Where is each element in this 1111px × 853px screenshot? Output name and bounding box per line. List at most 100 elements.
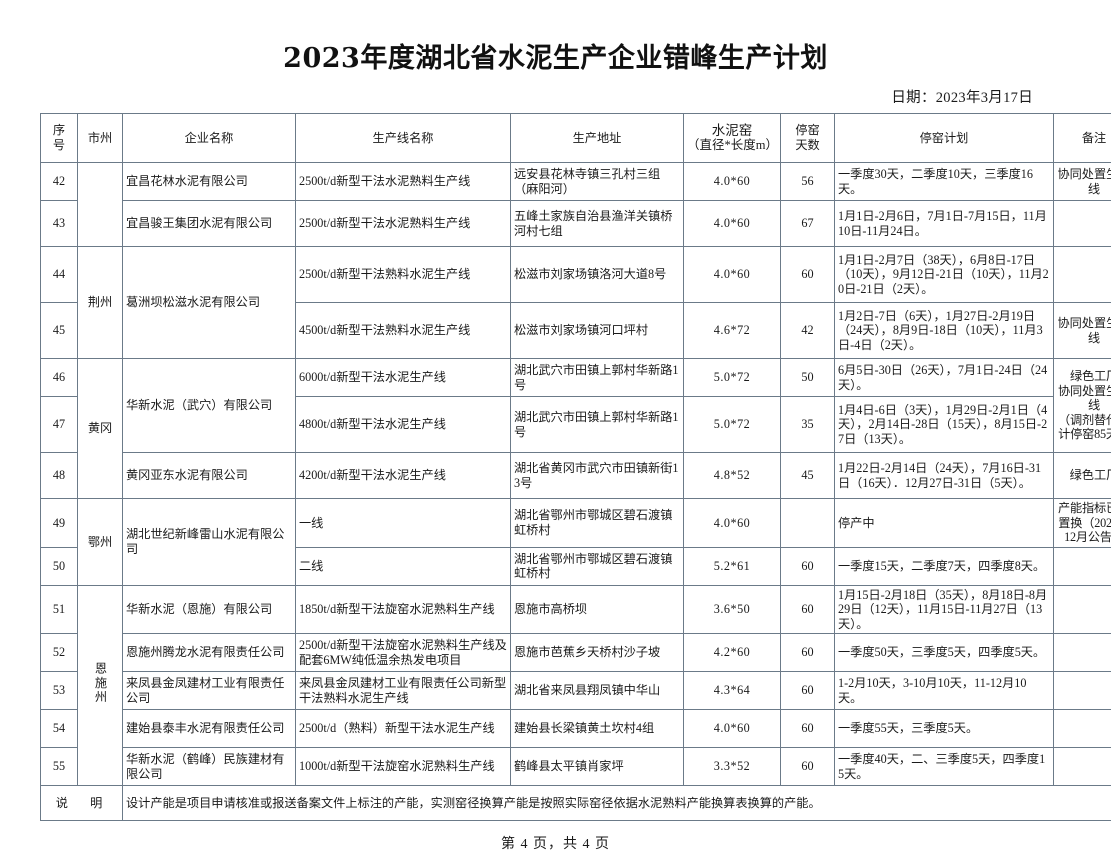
- cell-days: 60: [781, 634, 835, 672]
- cell-shutdown-plan: 一季度50天，三季度5天，四季度5天。: [835, 634, 1054, 672]
- cell-production-line: 来凤县金凤建材工业有限责任公司新型干法熟料水泥生产线: [296, 672, 511, 710]
- cell-kiln: 4.0*60: [684, 163, 781, 201]
- cell-address: 松滋市刘家场镇河口坪村: [511, 303, 684, 359]
- cell-production-line: 4800t/d新型干法水泥生产线: [296, 397, 511, 453]
- page-number-footer: 第 4 页，共 4 页: [40, 821, 1071, 853]
- cell-shutdown-plan: 一季度15天，二季度7天，四季度8天。: [835, 547, 1054, 585]
- cell-address: 湖北武穴市田镇上郭村华新路1号: [511, 397, 684, 453]
- cell-address: 远安县花林寺镇三孔村三组（麻阳河）: [511, 163, 684, 201]
- cell-address: 湖北省黄冈市武穴市田镇新街13号: [511, 453, 684, 499]
- cell-enterprise: 华新水泥（武穴）有限公司: [123, 359, 296, 453]
- column-header-no-line2: 号: [44, 138, 74, 153]
- cell-kiln: 5.0*72: [684, 397, 781, 453]
- cell-address: 湖北省鄂州市鄂城区碧石渡镇虹桥村: [511, 499, 684, 548]
- cell-kiln: 3.6*50: [684, 585, 781, 634]
- cell-days: 42: [781, 303, 835, 359]
- cell-days: 67: [781, 201, 835, 247]
- cell-production-line: 2500t/d（熟料）新型干法水泥生产线: [296, 710, 511, 748]
- cell-address: 湖北武穴市田镇上郭村华新路1号: [511, 359, 684, 397]
- cell-production-line: 二线: [296, 547, 511, 585]
- cell-shutdown-plan: 1-2月10天，3-10月10天，11-12月10天。: [835, 672, 1054, 710]
- cell-enterprise: 建始县泰丰水泥有限责任公司: [123, 710, 296, 748]
- cell-remark: [1054, 201, 1111, 247]
- cell-days: 60: [781, 672, 835, 710]
- cell-enterprise: 华新水泥（恩施）有限公司: [123, 585, 296, 634]
- cell-days: 56: [781, 163, 835, 201]
- cell-kiln: 4.8*52: [684, 453, 781, 499]
- cell-production-line: 2500t/d新型干法水泥熟料生产线: [296, 163, 511, 201]
- cell-enterprise: 黄冈亚东水泥有限公司: [123, 453, 296, 499]
- cell-production-line: 2500t/d新型干法熟料水泥生产线: [296, 247, 511, 303]
- production-plan-table: 序 号 市州 企业名称 生产线名称 生产地址 水泥窑 （直径*长度m） 停窑 天…: [40, 113, 1111, 821]
- cell-no: 52: [41, 634, 78, 672]
- cell-production-line: 2500t/d新型干法水泥熟料生产线: [296, 201, 511, 247]
- cell-shutdown-plan: 一季度30天，二季度10天，三季度16天。: [835, 163, 1054, 201]
- cell-kiln: 5.2*61: [684, 547, 781, 585]
- cell-days: 60: [781, 247, 835, 303]
- cell-address: 湖北省鄂州市鄂城区碧石渡镇虹桥村: [511, 547, 684, 585]
- cell-kiln: 5.0*72: [684, 359, 781, 397]
- cell-remark: 协同处置生产线: [1054, 303, 1111, 359]
- cell-shutdown-plan: 1月2日-7日（6天），1月27日-2月19日（24天），8月9日-18日（10…: [835, 303, 1054, 359]
- cell-no: 44: [41, 247, 78, 303]
- cell-address: 松滋市刘家场镇洛河大道8号: [511, 247, 684, 303]
- cell-production-line: 4200t/d新型干法水泥生产线: [296, 453, 511, 499]
- cell-no: 53: [41, 672, 78, 710]
- cell-remark: [1054, 634, 1111, 672]
- page-title: 2023年度湖北省水泥生产企业错峰生产计划: [40, 0, 1071, 76]
- cell-enterprise: 宜昌花林水泥有限公司: [123, 163, 296, 201]
- cell-shutdown-plan: 一季度40天，二、三季度5天，四季度15天。: [835, 748, 1054, 786]
- cell-no: 55: [41, 748, 78, 786]
- cell-days: 45: [781, 453, 835, 499]
- cell-kiln: 4.3*64: [684, 672, 781, 710]
- cell-days: 60: [781, 547, 835, 585]
- cell-no: 46: [41, 359, 78, 397]
- note-label: 说 明: [41, 786, 123, 821]
- cell-no: 54: [41, 710, 78, 748]
- cell-shutdown-plan: 1月1日-2月7日（38天），6月8日-17日（10天），9月12日-21日（1…: [835, 247, 1054, 303]
- cell-remark: [1054, 585, 1111, 634]
- cell-address: 湖北省来凤县翔凤镇中华山: [511, 672, 684, 710]
- table-row: 53 来凤县金凤建材工业有限责任公司来凤县金凤建材工业有限责任公司新型干法熟料水泥…: [41, 672, 1111, 710]
- column-header-days-line2: 天数: [784, 138, 831, 153]
- cell-kiln: 4.0*60: [684, 710, 781, 748]
- cell-production-line: 1000t/d新型干法旋窑水泥熟料生产线: [296, 748, 511, 786]
- cell-enterprise: 恩施州腾龙水泥有限责任公司: [123, 634, 296, 672]
- cell-city: 荆州: [78, 247, 123, 359]
- cell-days: 50: [781, 359, 835, 397]
- column-header-days-line1: 停窑: [784, 123, 831, 138]
- cell-city: [78, 163, 123, 247]
- cell-remark: [1054, 710, 1111, 748]
- cell-city: 鄂州: [78, 499, 123, 586]
- column-header-remark: 备注: [1054, 114, 1111, 163]
- cell-remark: [1054, 672, 1111, 710]
- cell-remark: 绿色工厂 协同处置生产线 （调剂替代合计停窑85天）: [1054, 359, 1111, 453]
- cell-city: 恩施州: [78, 585, 123, 786]
- note-row: 说 明 设计产能是项目申请核准或报送备案文件上标注的产能，实测窑径换算产能是按照…: [41, 786, 1111, 821]
- table-header: 序 号 市州 企业名称 生产线名称 生产地址 水泥窑 （直径*长度m） 停窑 天…: [41, 114, 1111, 163]
- column-header-city: 市州: [78, 114, 123, 163]
- cell-shutdown-plan: 停产中: [835, 499, 1054, 548]
- document-date: 日期：2023年3月17日: [40, 76, 1071, 113]
- column-header-kiln-sub: （直径*长度m）: [687, 138, 777, 153]
- column-header-production-line: 生产线名称: [296, 114, 511, 163]
- cell-production-line: 2500t/d新型干法旋窑水泥熟料生产线及配套6MW纯低温余热发电项目: [296, 634, 511, 672]
- cell-enterprise: 葛洲坝松滋水泥有限公司: [123, 247, 296, 359]
- cell-no: 42: [41, 163, 78, 201]
- cell-remark: [1054, 547, 1111, 585]
- cell-enterprise: 来凤县金凤建材工业有限责任公司: [123, 672, 296, 710]
- cell-address: 鹤峰县太平镇肖家坪: [511, 748, 684, 786]
- table-header-row: 序 号 市州 企业名称 生产线名称 生产地址 水泥窑 （直径*长度m） 停窑 天…: [41, 114, 1111, 163]
- cell-address: 恩施市高桥坝: [511, 585, 684, 634]
- cell-no: 48: [41, 453, 78, 499]
- cell-enterprise: 湖北世纪新峰雷山水泥有限公司: [123, 499, 296, 586]
- cell-remark: [1054, 748, 1111, 786]
- column-header-no: 序 号: [41, 114, 78, 163]
- column-header-shutdown-plan: 停窑计划: [835, 114, 1054, 163]
- column-header-no-line1: 序: [44, 123, 74, 138]
- cell-shutdown-plan: 1月1日-2月6日，7月1日-7月15日，11月10日-11月24日。: [835, 201, 1054, 247]
